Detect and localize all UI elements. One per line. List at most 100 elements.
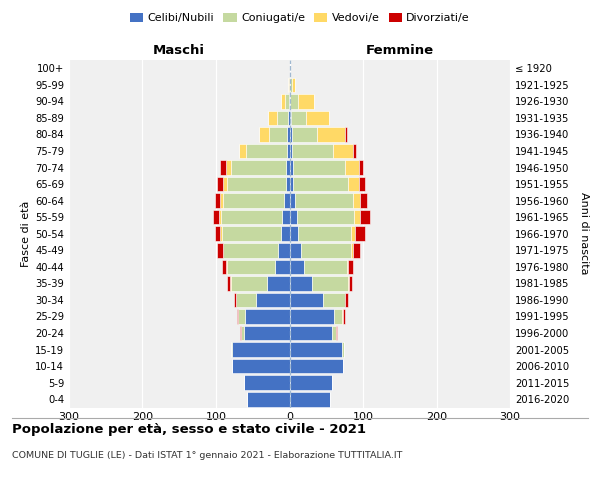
Bar xyxy=(359,177,365,192)
Bar xyxy=(240,326,241,340)
Bar xyxy=(235,292,236,307)
Bar xyxy=(343,342,344,357)
Bar xyxy=(346,127,347,142)
Bar xyxy=(246,144,287,158)
Bar xyxy=(268,110,277,125)
Bar xyxy=(223,243,278,258)
Bar xyxy=(293,160,344,175)
Bar xyxy=(348,276,349,290)
Bar xyxy=(293,177,348,192)
Bar xyxy=(227,260,275,274)
Bar xyxy=(232,342,290,357)
Bar xyxy=(304,260,347,274)
Bar xyxy=(344,160,359,175)
Bar xyxy=(226,260,227,274)
Bar xyxy=(301,243,350,258)
Bar xyxy=(290,243,301,258)
Legend: Celibi/Nubili, Coniugati/e, Vedovi/e, Divorziati/e: Celibi/Nubili, Coniugati/e, Vedovi/e, Di… xyxy=(125,8,475,28)
Bar xyxy=(287,144,290,158)
Bar xyxy=(227,276,230,290)
Bar xyxy=(336,326,337,340)
Bar xyxy=(305,110,329,125)
Bar xyxy=(288,110,290,125)
Bar xyxy=(286,177,290,192)
Bar xyxy=(285,94,289,108)
Bar xyxy=(298,226,351,241)
Bar xyxy=(287,127,290,142)
Bar xyxy=(348,177,359,192)
Bar xyxy=(290,160,293,175)
Bar xyxy=(284,194,290,208)
Bar xyxy=(290,94,298,108)
Bar xyxy=(290,78,292,92)
Bar xyxy=(213,210,219,224)
Bar xyxy=(220,160,226,175)
Bar xyxy=(353,144,356,158)
Bar xyxy=(297,210,354,224)
Bar xyxy=(219,210,221,224)
Bar xyxy=(291,110,305,125)
Bar xyxy=(286,160,290,175)
Bar xyxy=(244,376,290,390)
Bar xyxy=(290,359,343,374)
Bar xyxy=(230,160,286,175)
Bar xyxy=(295,194,353,208)
Bar xyxy=(290,326,332,340)
Bar xyxy=(290,127,292,142)
Bar xyxy=(298,94,314,108)
Bar xyxy=(290,392,330,406)
Text: COMUNE DI TUGLIE (LE) - Dati ISTAT 1° gennaio 2021 - Elaborazione TUTTITALIA.IT: COMUNE DI TUGLIE (LE) - Dati ISTAT 1° ge… xyxy=(12,451,403,460)
Bar xyxy=(277,110,288,125)
Bar xyxy=(290,376,332,390)
Bar xyxy=(353,194,360,208)
Bar xyxy=(281,226,290,241)
Bar xyxy=(333,144,353,158)
Bar xyxy=(360,210,370,224)
Bar xyxy=(344,292,346,307)
Bar xyxy=(290,194,295,208)
Bar xyxy=(292,78,295,92)
Bar xyxy=(292,127,317,142)
Bar xyxy=(348,260,353,274)
Bar xyxy=(239,144,246,158)
Bar xyxy=(269,127,287,142)
Bar xyxy=(241,326,244,340)
Bar xyxy=(215,226,220,241)
Bar xyxy=(290,342,343,357)
Bar xyxy=(238,309,245,324)
Bar xyxy=(227,177,286,192)
Bar xyxy=(353,243,360,258)
Bar xyxy=(332,326,336,340)
Bar xyxy=(359,160,363,175)
Bar xyxy=(323,292,344,307)
Bar xyxy=(244,326,290,340)
Bar xyxy=(292,144,333,158)
Bar xyxy=(360,194,367,208)
Bar xyxy=(220,194,223,208)
Bar xyxy=(217,243,223,258)
Bar xyxy=(217,177,223,192)
Bar xyxy=(351,226,355,241)
Bar xyxy=(281,94,285,108)
Bar xyxy=(223,177,227,192)
Text: Maschi: Maschi xyxy=(153,44,205,57)
Bar xyxy=(350,243,353,258)
Bar xyxy=(275,260,290,274)
Bar xyxy=(290,144,292,158)
Bar xyxy=(355,226,365,241)
Bar xyxy=(256,292,290,307)
Bar xyxy=(290,226,298,241)
Bar xyxy=(232,359,290,374)
Bar xyxy=(247,392,290,406)
Bar xyxy=(290,309,334,324)
Bar xyxy=(230,342,232,357)
Bar xyxy=(290,276,311,290)
Bar xyxy=(311,276,348,290)
Bar xyxy=(290,177,293,192)
Bar xyxy=(268,276,290,290)
Bar xyxy=(334,309,343,324)
Text: Femmine: Femmine xyxy=(365,44,434,57)
Bar xyxy=(343,309,344,324)
Bar xyxy=(236,309,238,324)
Bar xyxy=(236,292,256,307)
